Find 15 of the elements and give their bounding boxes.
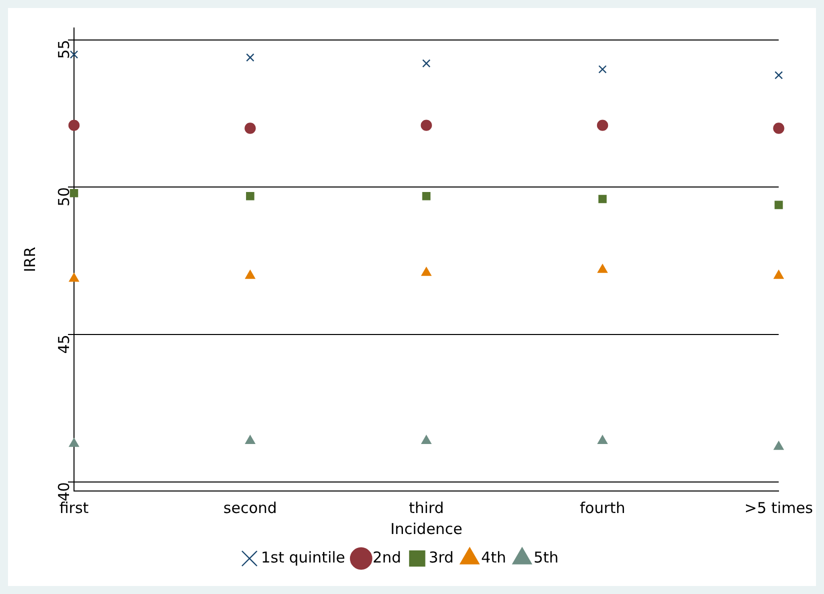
- x-tick-label: third: [408, 498, 444, 517]
- x-axis-title: Incidence: [390, 520, 462, 538]
- x-tick-label: >5 times: [744, 498, 814, 517]
- x-tick-label: fourth: [580, 498, 626, 517]
- legend-label: 1st quintile: [260, 548, 346, 566]
- y-tick-label: 45: [54, 334, 73, 354]
- legend-label: 4th: [481, 548, 506, 566]
- y-axis-title: IRR: [20, 246, 39, 272]
- y-tick-label: 40: [54, 482, 73, 502]
- y-tick-label: 50: [54, 187, 73, 206]
- legend-label: 2nd: [372, 548, 402, 566]
- legend-label: 3rd: [428, 548, 454, 566]
- legend-label: 5th: [534, 548, 559, 566]
- y-tick-label: 55: [54, 40, 73, 59]
- x-tick-label: second: [223, 498, 277, 517]
